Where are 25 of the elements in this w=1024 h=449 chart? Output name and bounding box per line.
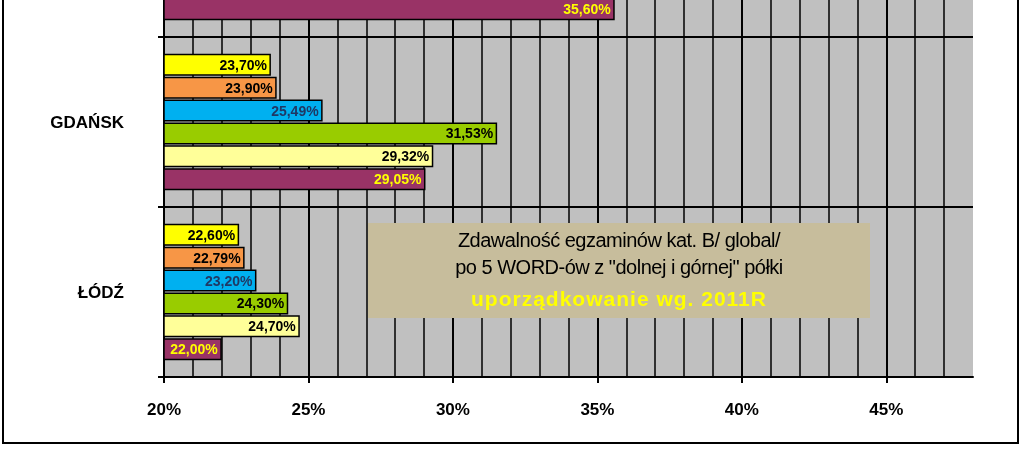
data-label: 22,79% bbox=[193, 249, 242, 266]
annotation: Zdawalność egzaminów kat. B/ global/ bbox=[456, 228, 782, 253]
y-tick-label: ŁÓDŹ bbox=[77, 282, 124, 302]
x-tick-label: 30% bbox=[435, 400, 470, 419]
data-label: 29,32% bbox=[381, 148, 430, 165]
annotation: po 5 WORD-ów z "dolnej i górnej" półki bbox=[454, 255, 784, 280]
data-label: 23,20% bbox=[204, 272, 254, 289]
x-tick-label: 40% bbox=[724, 400, 759, 419]
data-label: 29,05% bbox=[374, 171, 423, 188]
y-tick-label: GDAŃSK bbox=[50, 112, 125, 132]
data-label: 35,60% bbox=[563, 1, 612, 18]
x-tick-label: 35% bbox=[580, 400, 615, 419]
data-label: 22,00% bbox=[170, 341, 219, 358]
data-label: 23,90% bbox=[225, 79, 274, 96]
data-label: 25,49% bbox=[271, 102, 320, 119]
data-label: 23,70% bbox=[219, 56, 268, 73]
note-box: Zdawalność egzaminów kat. B/ global/ po 5 WORD-ów z "dolnej i górnej" półki uporządkowanie wg. 2011R bbox=[368, 223, 870, 318]
x-tick-label: 45% bbox=[869, 400, 904, 419]
x-tick-label: 20% bbox=[146, 400, 182, 419]
x-tick-label: 25% bbox=[291, 400, 326, 419]
data-label: 24,70% bbox=[248, 318, 297, 335]
data-label: 24,30% bbox=[236, 295, 285, 312]
data-label: 22,60% bbox=[187, 226, 236, 243]
data-label: 31,53% bbox=[445, 125, 494, 142]
annotation: uporządkowanie wg. 2011R bbox=[470, 286, 768, 312]
